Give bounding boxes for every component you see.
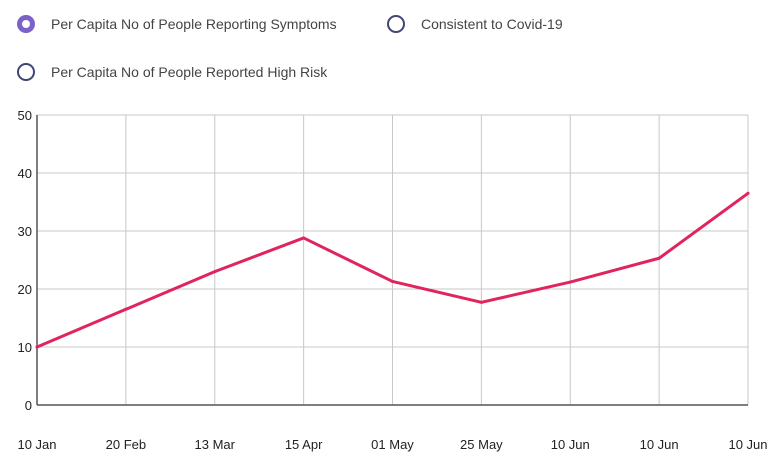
y-tick-label: 50	[18, 108, 32, 123]
data-point	[391, 279, 394, 283]
y-tick-label: 30	[18, 224, 32, 239]
data-point	[657, 256, 661, 260]
x-tick-label: 10 Jun	[728, 437, 767, 452]
radio-unchecked-icon[interactable]	[17, 63, 35, 81]
x-tick-label: 10 Jan	[17, 437, 56, 452]
data-point	[213, 270, 217, 274]
x-tick-label: 10 Jun	[551, 437, 590, 452]
y-tick-label: 10	[18, 340, 32, 355]
data-point	[746, 191, 750, 195]
x-tick-label: 10 Jun	[640, 437, 679, 452]
y-tick-label: 0	[25, 398, 32, 413]
data-point	[568, 280, 572, 284]
x-tick-label: 20 Feb	[106, 437, 146, 452]
data-point	[35, 345, 39, 349]
data-point	[302, 236, 306, 240]
x-tick-label: 01 May	[371, 437, 414, 452]
radio-checked-icon[interactable]	[17, 15, 35, 33]
x-tick-label: 13 Mar	[195, 437, 236, 452]
legend-option-label: Per Capita No of People Reported High Ri…	[51, 64, 328, 80]
legend-option-symptoms[interactable]: Per Capita No of People Reporting Sympto…	[17, 15, 337, 33]
radio-unchecked-icon[interactable]	[387, 15, 405, 33]
data-point	[124, 307, 128, 311]
y-tick-label: 20	[18, 282, 32, 297]
y-tick-label: 40	[18, 166, 32, 181]
legend-option-covid[interactable]: Consistent to Covid-19	[387, 15, 563, 33]
x-tick-label: 25 May	[460, 437, 503, 452]
x-tick-label: 15 Apr	[285, 437, 323, 452]
legend-option-high-risk[interactable]: Per Capita No of People Reported High Ri…	[17, 63, 327, 81]
legend-option-label: Consistent to Covid-19	[421, 16, 563, 32]
data-point	[479, 300, 483, 304]
legend-option-label: Per Capita No of People Reporting Sympto…	[51, 16, 337, 32]
